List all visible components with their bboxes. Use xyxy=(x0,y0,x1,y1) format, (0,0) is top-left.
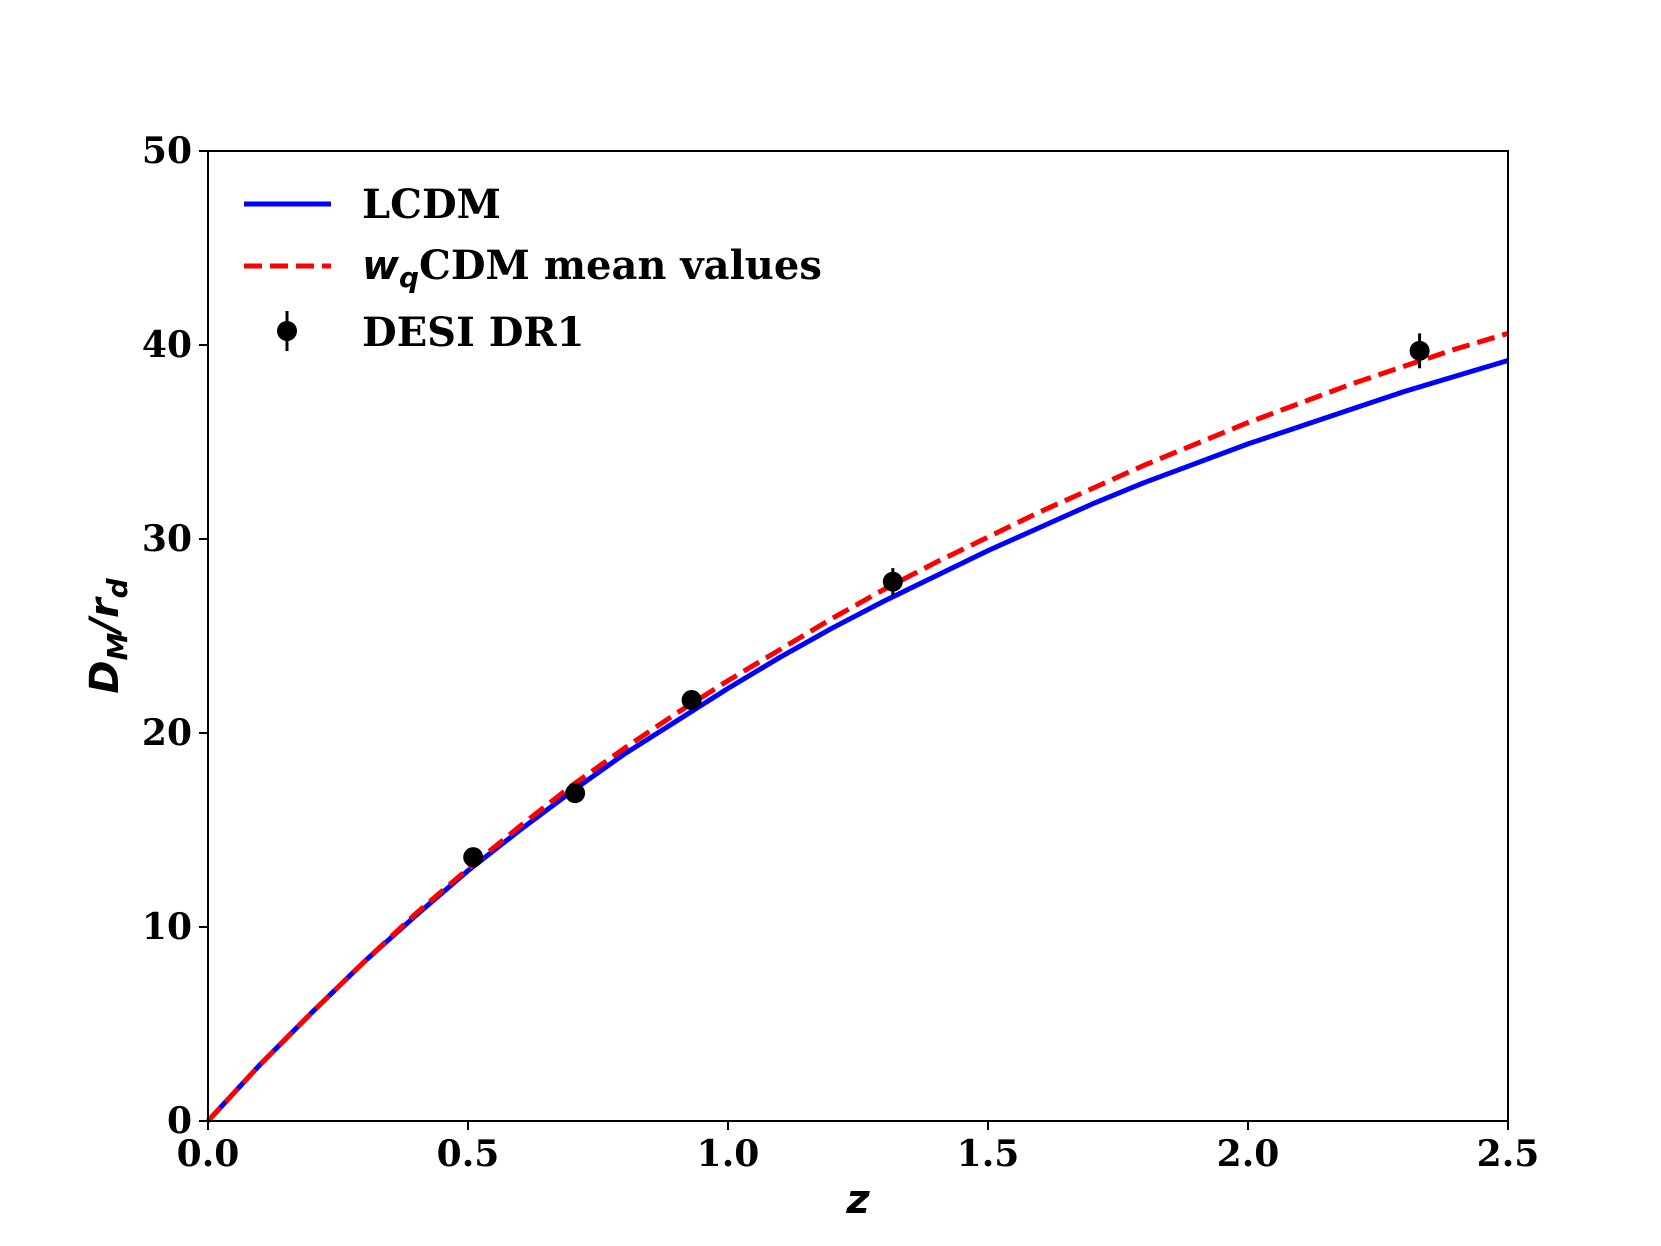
series-layer xyxy=(206,331,1509,1123)
y-axis-ticks: 0 10 20 30 40 50 xyxy=(142,130,208,1142)
x-tick-label: 1.5 xyxy=(957,1133,1020,1175)
legend-label-wqcdm: wqCDM mean values xyxy=(362,242,822,294)
data-point xyxy=(882,571,903,592)
y-axis-title: DM/rd xyxy=(82,577,134,693)
x-tick-label: 2.5 xyxy=(1477,1133,1540,1175)
y-tick-label: 20 xyxy=(142,712,192,754)
y-tick-label: 40 xyxy=(142,324,192,366)
y-tick-label: 30 xyxy=(142,518,192,560)
series-line-1 xyxy=(206,331,1509,1123)
y-tick-label: 10 xyxy=(142,906,192,948)
points-layer xyxy=(463,333,1430,868)
x-tick-label: 0.5 xyxy=(437,1133,500,1175)
plot-frame xyxy=(207,150,1509,1122)
y-axis-title-main: D xyxy=(82,661,128,694)
legend-label-wqcdm-main: w xyxy=(362,243,400,289)
data-point xyxy=(1409,340,1430,361)
series-line-0 xyxy=(206,358,1509,1123)
data-point xyxy=(565,783,586,804)
x-tick-label: 1.0 xyxy=(697,1133,760,1175)
y-axis-title-sub1: M xyxy=(101,633,134,661)
y-tick-label: 0 xyxy=(167,1100,192,1142)
x-tick-label: 2.0 xyxy=(1217,1133,1280,1175)
legend-label-wqcdm-rest: CDM mean values xyxy=(419,242,822,289)
x-axis-ticks: 0.0 0.5 1.0 1.5 2.0 2.5 xyxy=(177,1121,1540,1175)
legend-label-wqcdm-sub: q xyxy=(399,261,419,294)
legend-marker-desi xyxy=(277,321,297,341)
x-tick-label: 0.0 xyxy=(177,1133,240,1175)
legend: LCDM wqCDM mean values DESI DR1 xyxy=(244,181,822,356)
y-axis-title-sep: /r xyxy=(82,596,128,637)
legend-label-desi: DESI DR1 xyxy=(362,309,584,356)
y-tick-label: 50 xyxy=(142,130,192,172)
legend-label-lcdm: LCDM xyxy=(362,181,501,228)
y-axis-title-sub2: d xyxy=(101,577,134,598)
data-point xyxy=(463,847,484,868)
x-axis-title: z xyxy=(845,1177,870,1223)
data-point xyxy=(681,690,702,711)
